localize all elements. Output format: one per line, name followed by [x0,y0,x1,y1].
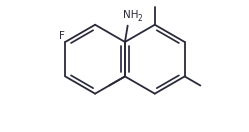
Text: NH: NH [123,10,138,20]
Text: 2: 2 [138,14,143,23]
Text: F: F [59,31,64,41]
